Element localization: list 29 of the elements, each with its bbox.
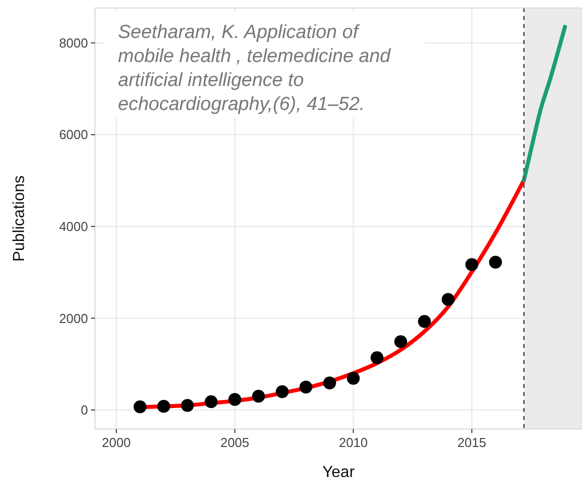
point	[442, 292, 455, 306]
point	[157, 400, 170, 413]
point	[204, 395, 218, 408]
point	[394, 335, 408, 348]
point	[134, 400, 146, 414]
point	[489, 256, 502, 269]
x-tick-label: 2005	[220, 435, 250, 450]
x-axis-title: Year	[322, 464, 356, 481]
point	[180, 398, 194, 412]
x-tick-label: 2000	[102, 435, 131, 450]
point	[418, 315, 431, 328]
y-tick-label: 0	[80, 402, 88, 418]
y-tick-label: 2000	[59, 310, 88, 326]
y-tick-label: 6000	[59, 127, 88, 142]
point	[370, 351, 384, 364]
point	[346, 372, 360, 385]
point	[465, 258, 478, 271]
point	[228, 393, 242, 406]
point	[252, 390, 265, 403]
point	[323, 376, 336, 390]
y-axis-title: Publications	[11, 175, 28, 262]
x-tick-label: 2015	[457, 435, 486, 450]
annotation: Seetharam, K. Application of mobile health , telemedicine and artificial intelligence to echocardiography,(6), 41–52.	[118, 22, 392, 115]
point	[299, 380, 312, 394]
x-tick-label: 2010	[338, 435, 368, 450]
point	[276, 385, 289, 398]
line-series	[522, 24, 567, 182]
y-tick-label: 4000	[59, 218, 88, 234]
y-tick-label: 8000	[59, 35, 88, 50]
